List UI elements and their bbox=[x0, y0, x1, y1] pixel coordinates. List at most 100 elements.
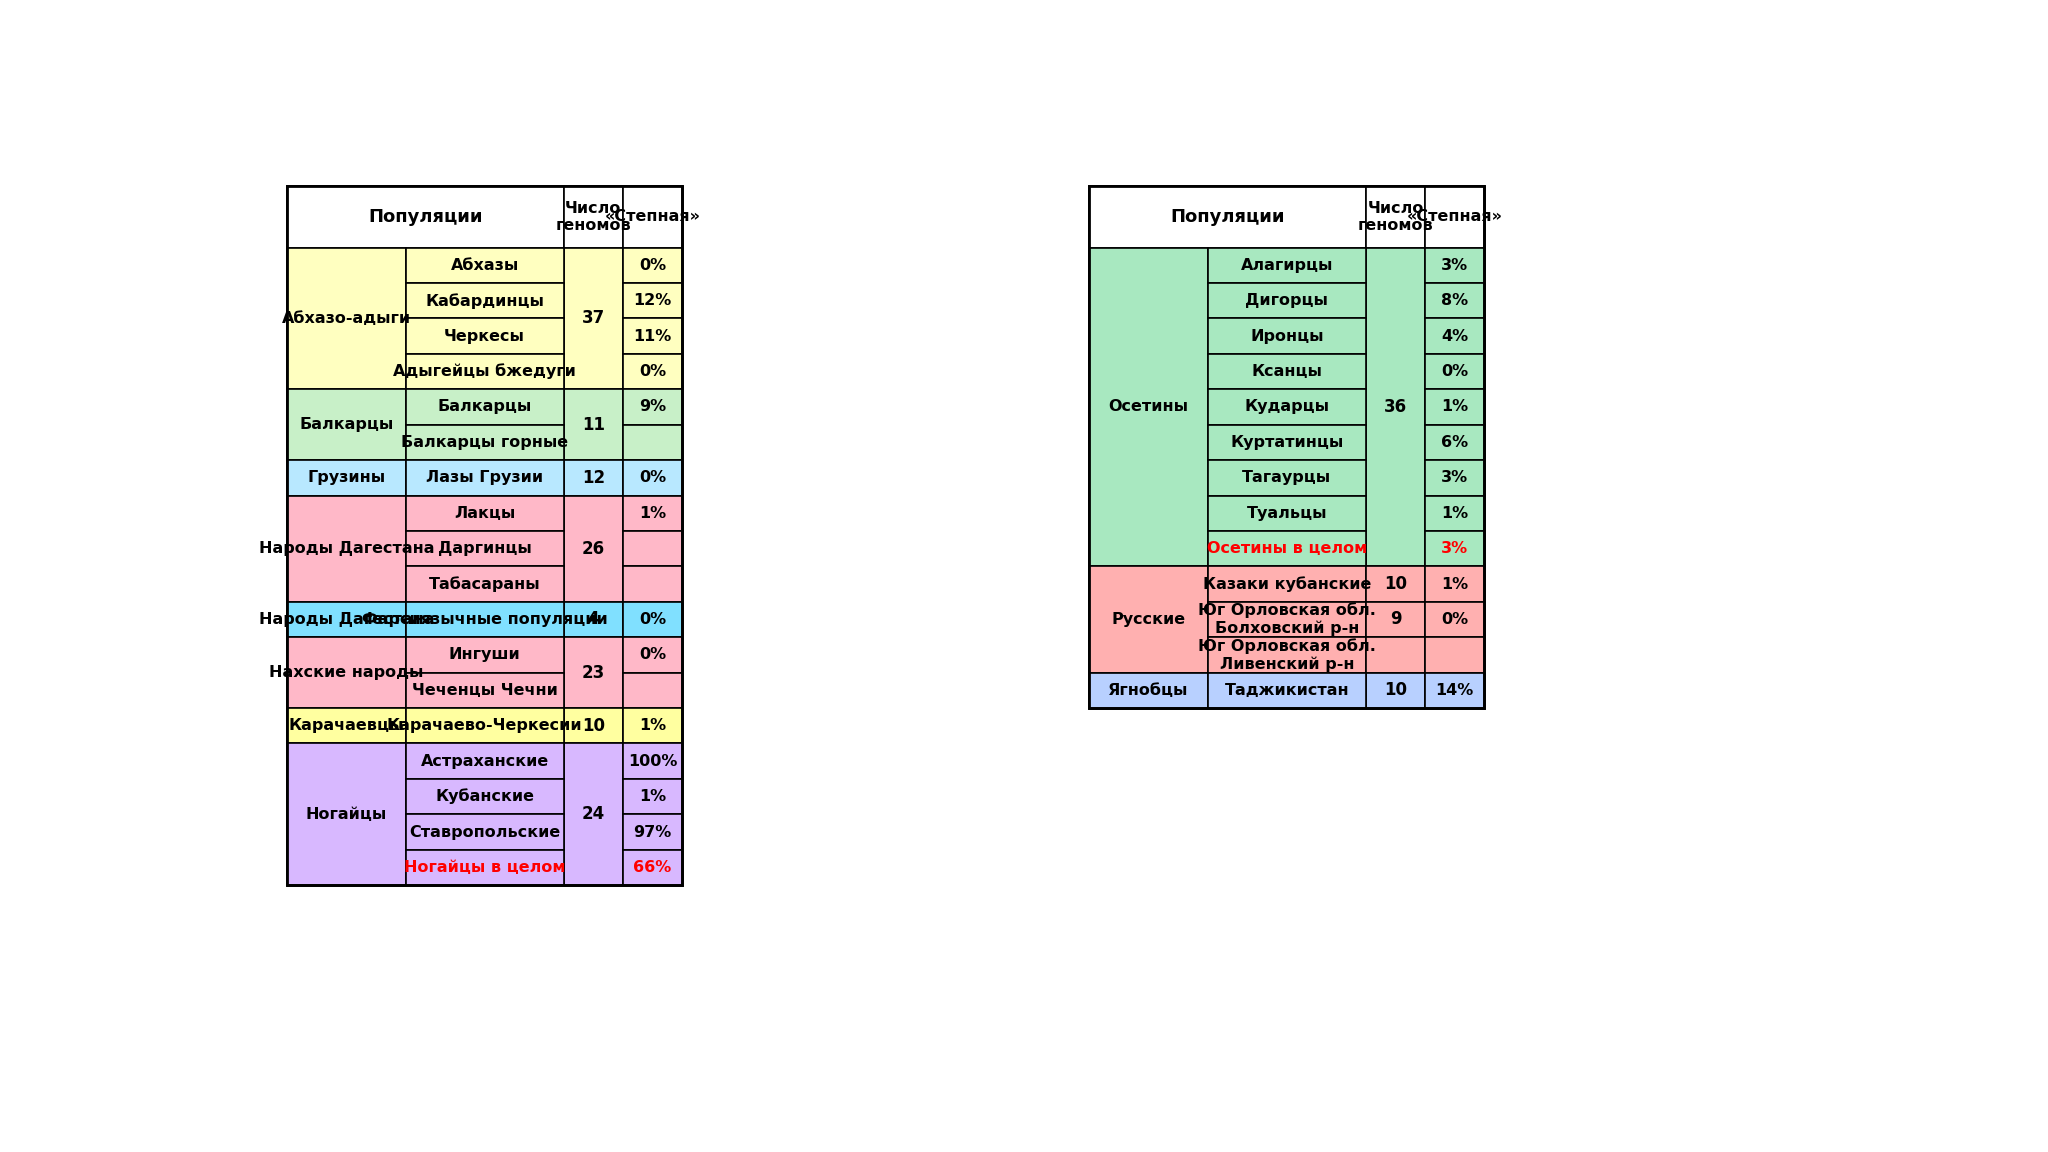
Text: 8%: 8% bbox=[1442, 294, 1468, 309]
Text: Народы Дагестана: Народы Дагестана bbox=[258, 612, 434, 627]
Text: Карачаевцы: Карачаевцы bbox=[289, 718, 403, 734]
Bar bbox=[1425, 248, 1485, 283]
Bar bbox=[1425, 283, 1485, 318]
Bar bbox=[623, 185, 682, 248]
Bar bbox=[623, 318, 682, 354]
Bar bbox=[406, 354, 563, 389]
Bar bbox=[1090, 185, 1485, 708]
Bar bbox=[1208, 318, 1366, 354]
Text: 10: 10 bbox=[582, 717, 604, 735]
Text: 1%: 1% bbox=[639, 506, 666, 521]
Bar bbox=[1208, 495, 1366, 531]
Text: Чеченцы Чечни: Чеченцы Чечни bbox=[412, 683, 557, 698]
Bar bbox=[1425, 185, 1485, 248]
Text: Осетины: Осетины bbox=[1108, 400, 1188, 415]
Text: Дигорцы: Дигорцы bbox=[1245, 294, 1329, 309]
Bar bbox=[406, 283, 563, 318]
Bar bbox=[1208, 389, 1366, 425]
Bar bbox=[406, 531, 563, 567]
Bar bbox=[623, 389, 682, 425]
Bar bbox=[563, 495, 623, 601]
Bar bbox=[1425, 673, 1485, 708]
Bar bbox=[1366, 185, 1425, 248]
Text: 10: 10 bbox=[1384, 575, 1407, 593]
Text: Грузины: Грузины bbox=[307, 470, 385, 485]
Bar bbox=[406, 708, 563, 743]
Text: 9: 9 bbox=[1391, 611, 1401, 629]
Text: Туальцы: Туальцы bbox=[1247, 506, 1327, 521]
Text: Фарсиязычные популяции: Фарсиязычные популяции bbox=[362, 612, 608, 627]
Bar bbox=[1208, 567, 1366, 601]
Text: Балкарцы: Балкарцы bbox=[438, 400, 532, 415]
Bar bbox=[406, 318, 563, 354]
Text: Иронцы: Иронцы bbox=[1249, 328, 1323, 343]
Text: 12%: 12% bbox=[633, 294, 672, 309]
Bar bbox=[1208, 283, 1366, 318]
Bar bbox=[623, 425, 682, 460]
Bar bbox=[287, 708, 406, 743]
Bar bbox=[406, 850, 563, 885]
Text: 3%: 3% bbox=[1442, 470, 1468, 485]
Bar bbox=[1366, 567, 1425, 601]
Text: 1%: 1% bbox=[1442, 506, 1468, 521]
Bar bbox=[406, 743, 563, 779]
Text: Казаки кубанские: Казаки кубанские bbox=[1202, 576, 1370, 592]
Bar bbox=[1425, 460, 1485, 495]
Bar bbox=[623, 248, 682, 283]
Bar bbox=[287, 248, 406, 389]
Text: 100%: 100% bbox=[629, 753, 678, 768]
Bar bbox=[563, 460, 623, 495]
Bar bbox=[623, 708, 682, 743]
Text: 3%: 3% bbox=[1442, 541, 1468, 556]
Bar bbox=[1425, 318, 1485, 354]
Text: Абхазо-адыги: Абхазо-адыги bbox=[283, 311, 412, 326]
Bar bbox=[406, 601, 563, 637]
Text: 14%: 14% bbox=[1436, 683, 1475, 698]
Bar bbox=[406, 248, 563, 283]
Bar bbox=[1425, 637, 1485, 673]
Bar bbox=[287, 185, 682, 885]
Text: 36: 36 bbox=[1384, 397, 1407, 416]
Text: 4%: 4% bbox=[1442, 328, 1468, 343]
Text: 10: 10 bbox=[1384, 681, 1407, 699]
Bar bbox=[1208, 637, 1366, 673]
Text: Ногайцы: Ногайцы bbox=[305, 806, 387, 821]
Text: Абхазы: Абхазы bbox=[451, 258, 518, 273]
Text: Народы Дагестана: Народы Дагестана bbox=[258, 541, 434, 556]
Text: 12: 12 bbox=[582, 469, 604, 487]
Bar bbox=[287, 637, 406, 708]
Bar bbox=[623, 779, 682, 814]
Bar bbox=[563, 637, 623, 708]
Bar bbox=[406, 567, 563, 601]
Text: 0%: 0% bbox=[639, 647, 666, 662]
Text: Ягнобцы: Ягнобцы bbox=[1108, 683, 1188, 698]
Bar bbox=[563, 248, 623, 389]
Bar bbox=[1208, 460, 1366, 495]
Text: «Степная»: «Степная» bbox=[1407, 210, 1503, 225]
Bar bbox=[623, 531, 682, 567]
Bar bbox=[287, 743, 406, 885]
Bar bbox=[287, 389, 406, 460]
Text: Лакцы: Лакцы bbox=[455, 506, 516, 521]
Text: Балкарцы: Балкарцы bbox=[299, 417, 393, 432]
Text: 97%: 97% bbox=[633, 825, 672, 840]
Text: 0%: 0% bbox=[1442, 364, 1468, 379]
Text: Юг Орловская обл.
Болховский р-н: Юг Орловская обл. Болховский р-н bbox=[1198, 602, 1376, 636]
Text: 1%: 1% bbox=[1442, 576, 1468, 592]
Bar bbox=[563, 743, 623, 885]
Bar bbox=[1090, 567, 1208, 673]
Bar bbox=[623, 814, 682, 850]
Text: Популяции: Популяции bbox=[369, 207, 483, 226]
Bar bbox=[623, 850, 682, 885]
Text: 1%: 1% bbox=[639, 718, 666, 734]
Bar bbox=[287, 185, 563, 248]
Bar bbox=[1425, 389, 1485, 425]
Bar bbox=[1366, 601, 1425, 637]
Bar bbox=[1366, 673, 1425, 708]
Bar bbox=[623, 673, 682, 708]
Text: 0%: 0% bbox=[639, 470, 666, 485]
Bar bbox=[406, 637, 563, 673]
Bar bbox=[406, 389, 563, 425]
Text: Кабардинцы: Кабардинцы bbox=[426, 293, 545, 309]
Text: 3%: 3% bbox=[1442, 258, 1468, 273]
